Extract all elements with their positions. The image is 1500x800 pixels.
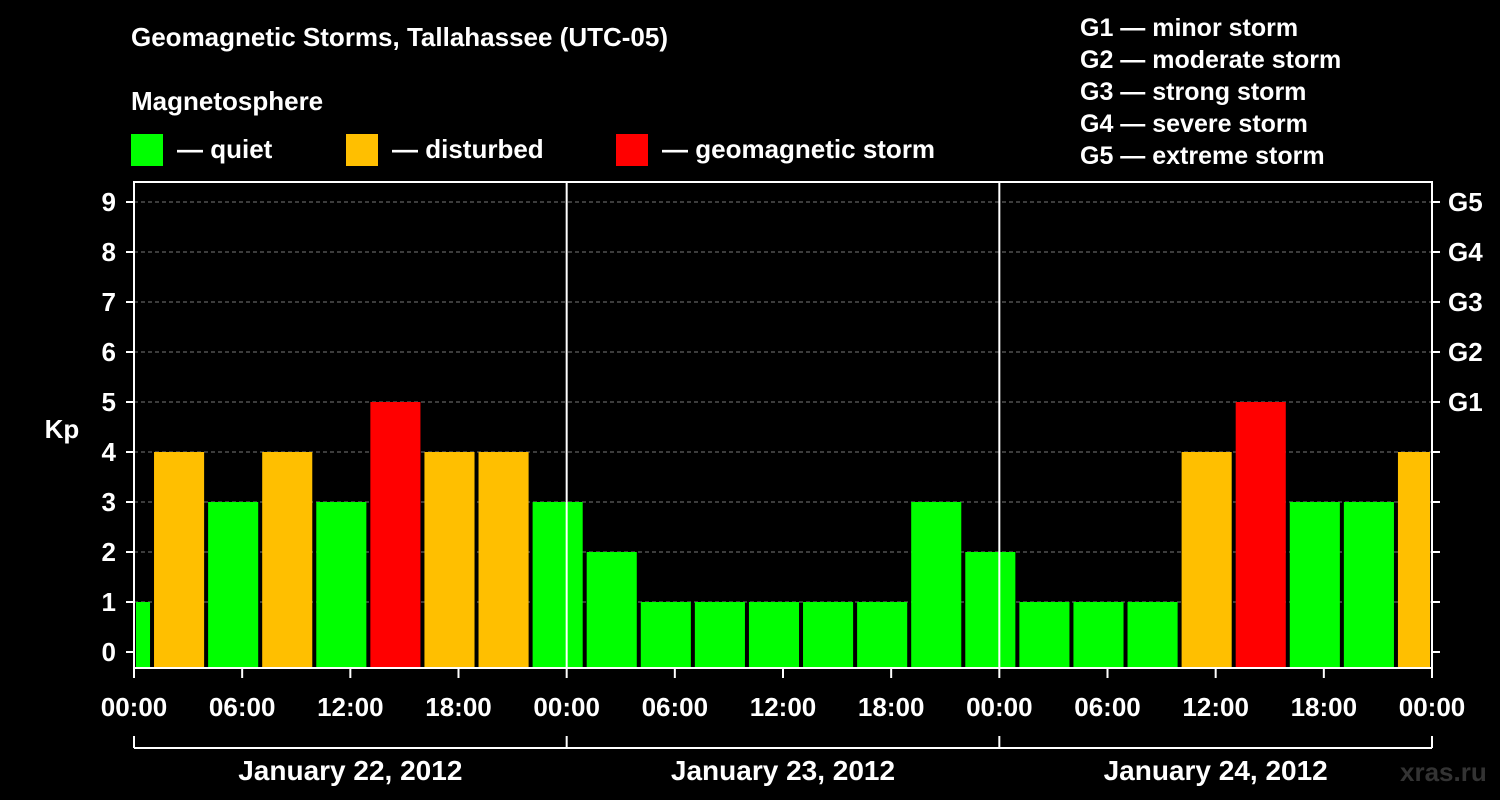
x-tick-label: 12:00 <box>317 692 384 722</box>
kp-bar <box>857 602 908 667</box>
x-tick-label: 18:00 <box>1291 692 1358 722</box>
x-tick-label: 06:00 <box>209 692 276 722</box>
y-tick-label: 1 <box>102 587 116 617</box>
g-scale-axis-label: G1 <box>1448 387 1483 417</box>
day-label: January 23, 2012 <box>671 755 895 786</box>
g-scale-g3: G3 — strong storm <box>1080 78 1307 106</box>
kp-bar <box>1019 602 1070 667</box>
x-tick-label: 00:00 <box>101 692 168 722</box>
kp-bar <box>1181 452 1232 667</box>
kp-bar <box>316 502 367 667</box>
x-tick-label: 00:00 <box>1399 692 1466 722</box>
kp-bar <box>911 502 962 667</box>
day-label: January 24, 2012 <box>1104 755 1328 786</box>
kp-bar <box>136 602 151 667</box>
kp-bar <box>208 502 259 667</box>
g-scale-axis-label: G5 <box>1448 187 1483 217</box>
kp-bar <box>694 602 745 667</box>
x-tick-label: 12:00 <box>750 692 817 722</box>
g-scale-axis-label: G2 <box>1448 337 1483 367</box>
g-scale-g4: G4 — severe storm <box>1080 110 1308 138</box>
kp-bar <box>586 552 637 667</box>
chart-title: Geomagnetic Storms, Tallahassee (UTC-05) <box>131 22 669 52</box>
x-tick-label: 06:00 <box>642 692 709 722</box>
kp-bar <box>262 452 313 667</box>
y-axis-label: Kp <box>45 414 80 444</box>
kp-bar <box>1073 602 1124 667</box>
kp-bar <box>1289 502 1340 667</box>
kp-bar <box>1127 602 1178 667</box>
y-tick-label: 8 <box>102 237 116 267</box>
legend-title: Magnetosphere <box>131 86 324 116</box>
kp-bar <box>370 402 421 667</box>
kp-bar <box>640 602 691 667</box>
kp-bar <box>1235 402 1286 667</box>
g-scale-g1: G1 — minor storm <box>1080 14 1299 42</box>
y-tick-label: 2 <box>102 537 116 567</box>
kp-bar <box>478 452 529 667</box>
y-tick-label: 6 <box>102 337 116 367</box>
x-tick-label: 06:00 <box>1074 692 1141 722</box>
kp-bar <box>532 502 583 667</box>
y-tick-label: 0 <box>102 637 116 667</box>
watermark: xras.ru <box>1400 757 1487 787</box>
y-tick-label: 7 <box>102 287 116 317</box>
x-tick-label: 18:00 <box>858 692 925 722</box>
x-tick-label: 18:00 <box>425 692 492 722</box>
g-scale-g5: G5 — extreme storm <box>1080 142 1325 170</box>
legend-label-storm: — geomagnetic storm <box>662 134 936 164</box>
kp-bar <box>154 452 205 667</box>
g-scale-axis-label: G3 <box>1448 287 1483 317</box>
legend-swatch-disturbed <box>346 134 378 166</box>
g-scale-g2: G2 — moderate storm <box>1080 46 1342 74</box>
kp-bar <box>424 452 475 667</box>
kp-bar <box>965 552 1016 667</box>
y-tick-label: 3 <box>102 487 116 517</box>
kp-bar <box>1397 452 1430 667</box>
y-tick-label: 4 <box>102 437 117 467</box>
x-tick-label: 00:00 <box>966 692 1033 722</box>
x-tick-label: 12:00 <box>1182 692 1249 722</box>
kp-bar <box>748 602 800 667</box>
legend-swatch-storm <box>616 134 648 166</box>
x-tick-label: 00:00 <box>533 692 600 722</box>
kp-bar <box>803 602 854 667</box>
legend-label-disturbed: — disturbed <box>392 134 544 164</box>
legend-swatch-quiet <box>131 134 163 166</box>
legend-label-quiet: — quiet <box>177 134 273 164</box>
y-tick-label: 9 <box>102 187 116 217</box>
y-tick-label: 5 <box>102 387 116 417</box>
g-scale-axis-label: G4 <box>1448 237 1483 267</box>
day-label: January 22, 2012 <box>238 755 462 786</box>
kp-bar <box>1343 502 1394 667</box>
